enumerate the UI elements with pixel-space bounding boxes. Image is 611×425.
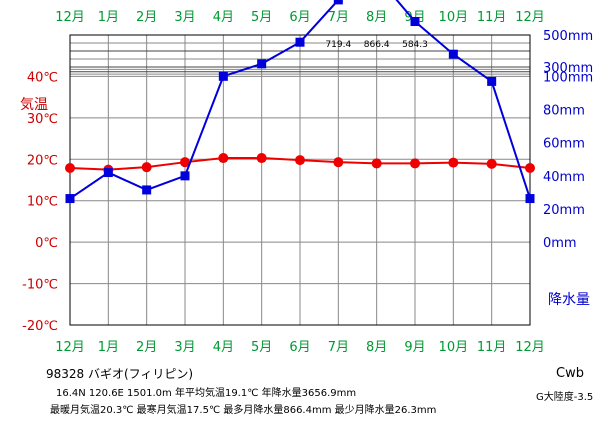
month-label-bottom: 3月 — [174, 340, 195, 355]
month-label-top: 12月 — [515, 10, 545, 25]
temperature-point — [371, 158, 382, 169]
precipitation-point — [65, 194, 75, 204]
precipitation-axis-title: 降水量 — [548, 292, 590, 308]
temperature-point — [218, 153, 229, 164]
temperature-series — [65, 153, 535, 175]
month-label-bottom: 7月 — [328, 340, 349, 355]
month-label-top: 7月 — [328, 10, 349, 25]
temperature-tick-label: -20℃ — [22, 319, 58, 334]
month-label-bottom: 8月 — [366, 340, 387, 355]
temperature-point — [410, 158, 420, 169]
month-label-top: 4月 — [213, 10, 234, 25]
month-label-bottom: 12月 — [515, 340, 545, 355]
month-label-top: 1月 — [98, 10, 119, 25]
month-label-bottom: 1月 — [98, 340, 119, 355]
precipitation-tick-label: 40mm — [543, 170, 585, 185]
temperature-tick-label: 0℃ — [35, 236, 58, 251]
month-label-top: 2月 — [136, 10, 157, 25]
continentality-index: G大陸度-3.5 — [536, 392, 594, 403]
precipitation-point — [257, 59, 267, 69]
month-label-bottom: 2月 — [136, 340, 157, 355]
precipitation-point — [487, 76, 497, 86]
climate-code: Cwb — [556, 366, 584, 381]
precipitation-point — [218, 71, 228, 81]
precipitation-value-label: 584.3 — [402, 40, 428, 50]
station-name: 98328 バギオ(フィリピン) — [46, 367, 194, 381]
month-label-bottom: 11月 — [477, 340, 507, 355]
temperature-point — [486, 158, 497, 169]
month-label-top: 6月 — [289, 10, 310, 25]
axis-ticks: 12月 12月 1月 1月 2月 2月 3月 3月 4月 4月 5月 5月 6月 6月 7月 7月 8月 8月 9月… — [22, 10, 593, 355]
precipitation-tick-label: 60mm — [543, 137, 585, 152]
temperature-point — [525, 162, 535, 173]
month-label-bottom: 10月 — [439, 340, 469, 355]
temperature-point — [180, 157, 190, 168]
precipitation-point — [410, 17, 420, 27]
temperature-tick-label: 10℃ — [27, 195, 58, 210]
temperature-tick-label: 30℃ — [27, 112, 58, 127]
month-label-top: 8月 — [366, 10, 387, 25]
station-extremes: 最暖月気温20.3℃ 最寒月気温17.5℃ 最多月降水量866.4mm 最少月降… — [50, 405, 437, 416]
precipitation-tick-label: 80mm — [543, 104, 585, 119]
precipitation-value-label: 719.4 — [325, 40, 351, 50]
precipitation-series: 719.4 866.4 584.3 — [65, 0, 535, 204]
temperature-point — [65, 162, 75, 173]
temperature-tick-label: 20℃ — [27, 153, 58, 168]
precipitation-point — [525, 194, 535, 204]
precipitation-tick-label: 100mm — [543, 70, 593, 85]
precipitation-point — [333, 0, 343, 5]
month-label-top: 10月 — [439, 10, 469, 25]
temperature-point — [333, 157, 344, 168]
station-summary: 16.4N 120.6E 1501.0m 年平均気温19.1℃ 年降水量3656… — [56, 388, 357, 399]
temperature-point — [256, 153, 267, 164]
month-label-top: 3月 — [174, 10, 195, 25]
temperature-tick-label: -10℃ — [22, 278, 58, 293]
month-label-bottom: 9月 — [404, 340, 425, 355]
precipitation-tick-label: 20mm — [543, 203, 585, 218]
month-label-bottom: 4月 — [213, 340, 234, 355]
month-label-bottom: 12月 — [55, 340, 85, 355]
precipitation-tick-label: 0mm — [543, 236, 577, 251]
month-label-top: 11月 — [477, 10, 507, 25]
temperature-point — [295, 155, 305, 166]
temperature-point — [141, 162, 152, 173]
precipitation-value-label: 866.4 — [364, 40, 390, 50]
month-label-top: 5月 — [251, 10, 272, 25]
month-label-top: 12月 — [55, 10, 85, 25]
precipitation-point — [103, 168, 113, 178]
temperature-tick-label: 40℃ — [27, 70, 58, 85]
month-label-bottom: 5月 — [251, 340, 272, 355]
temperature-point — [448, 157, 459, 168]
precipitation-point — [448, 49, 458, 59]
grid-lines — [70, 35, 530, 325]
precipitation-point — [142, 185, 152, 195]
precipitation-tick-label: 300mm — [543, 61, 593, 76]
precipitation-point — [295, 37, 305, 47]
month-label-bottom: 6月 — [289, 340, 310, 355]
temperature-axis-title: 気温 — [20, 97, 48, 113]
plot-frame — [69, 34, 531, 326]
precipitation-point — [180, 171, 190, 181]
precipitation-tick-label: 500mm — [543, 29, 593, 44]
